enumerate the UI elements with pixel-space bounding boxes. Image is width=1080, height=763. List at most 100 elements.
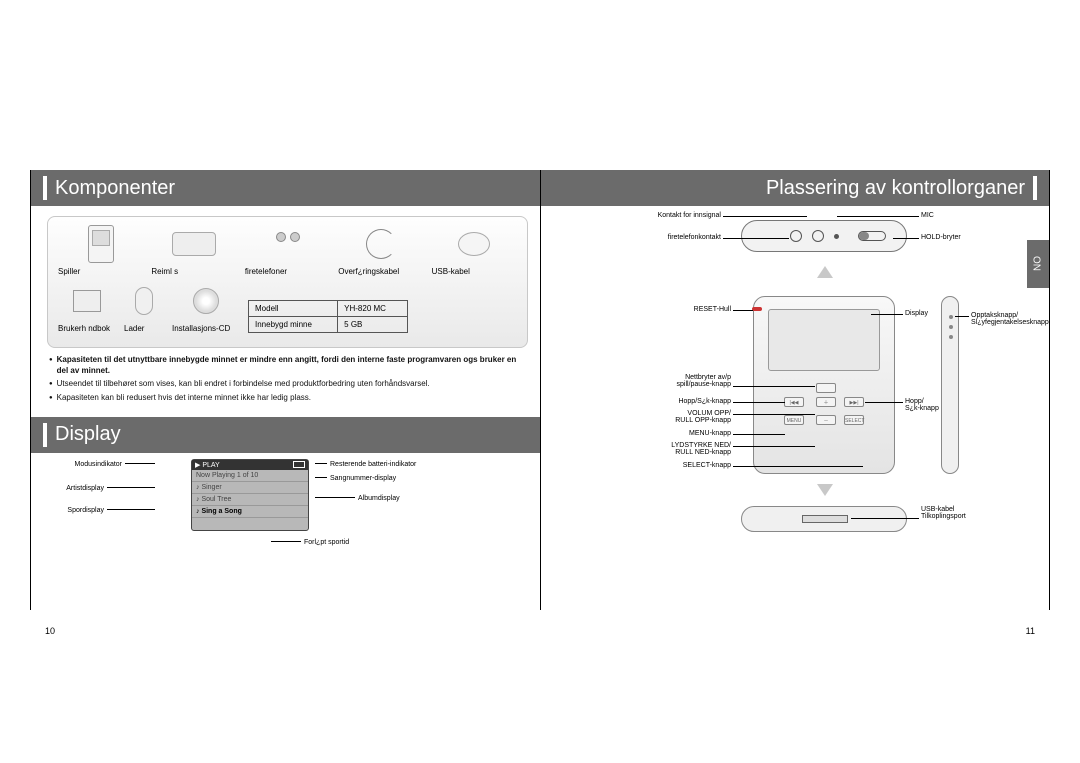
device-screen	[768, 309, 880, 371]
header-accent-bar	[43, 423, 47, 447]
manual-spread: Komponenter Spiller Reiml s firetelefone…	[30, 170, 1050, 610]
callout-elapsed: Forl¿pt sportid	[271, 539, 349, 546]
lcd-album: ♪ Soul Tree	[192, 494, 308, 506]
comp-cd: Installasjons-CD	[172, 282, 240, 333]
controls-diagram: Kontakt for innsignal firetelefonkontakt…	[541, 206, 1049, 566]
arrow-down-icon	[817, 484, 833, 496]
comp-earphones: firetelefoner	[245, 225, 330, 276]
comp-label: USB-kabel	[432, 267, 470, 276]
lead-line	[851, 518, 919, 519]
spec-key: Innebygd minne	[249, 317, 338, 333]
note-item: Kapasiteten kan bli redusert hvis det in…	[49, 392, 522, 403]
device-side-view	[941, 296, 959, 474]
comp-label: Reiml s	[151, 267, 178, 276]
lead-line	[893, 238, 919, 239]
lead-line	[733, 414, 815, 415]
lcd-nowplaying: Now Playing 1 of 10	[192, 470, 308, 482]
lcd-artist: ♪ Singer	[192, 482, 308, 494]
display-body: Modusindikator Artistdisplay Spordisplay…	[31, 453, 540, 553]
hold-switch-icon	[858, 231, 886, 241]
cd-icon	[193, 288, 219, 314]
lead-line	[837, 216, 919, 217]
lcd-mock: ▶ PLAY Now Playing 1 of 10 ♪ Singer ♪ So…	[191, 459, 309, 531]
lead-line	[733, 386, 815, 387]
spec-table: Modell YH-820 MC Innebygd minne 5 GB	[248, 300, 408, 333]
components-row-2: Brukerh ndbok Lader Installasjons-CD Mod…	[58, 282, 517, 333]
components-row-1: Spiller Reiml s firetelefoner Overf¿ring…	[58, 225, 517, 276]
header-accent-bar	[1033, 176, 1037, 200]
vol-up-button-icon: ＋	[816, 397, 836, 407]
lead-line	[723, 216, 807, 217]
left-page: Komponenter Spiller Reiml s firetelefone…	[30, 170, 540, 610]
comp-usb-cable: USB-kabel	[432, 225, 517, 276]
callout-select: SELECT-knapp	[581, 462, 731, 469]
comp-label: firetelefoner	[245, 267, 287, 276]
comp-strap: Reiml s	[151, 225, 236, 276]
arrow-up-icon	[817, 266, 833, 278]
player-icon	[88, 225, 114, 263]
strap-icon	[172, 232, 216, 256]
note-item: Utseendet til tilbehøret som vises, kan …	[49, 378, 522, 389]
lead-line	[733, 402, 785, 403]
callout-power: Nettbryter av/p spill/pause-knapp	[581, 374, 731, 388]
battery-icon	[293, 461, 305, 468]
side-dot-icon	[949, 335, 953, 339]
comp-charger: Lader	[124, 282, 164, 333]
lead-line	[871, 314, 903, 315]
table-row: Modell YH-820 MC	[249, 301, 408, 317]
components-panel: Spiller Reiml s firetelefoner Overf¿ring…	[47, 216, 528, 348]
section-title: Display	[55, 423, 121, 446]
callout-album: Albumdisplay	[315, 495, 400, 502]
spec-val: 5 GB	[338, 317, 408, 333]
callout-battery: Resterende batteri-indikator	[315, 461, 416, 468]
callout-skip-right: Hopp/ S¿k-knapp	[905, 398, 939, 412]
usb-cable-icon	[458, 232, 490, 256]
spec-val: YH-820 MC	[338, 301, 408, 317]
callout-display: Display	[905, 310, 928, 317]
vol-down-button-icon: －	[816, 415, 836, 425]
lead-line	[733, 434, 785, 435]
lead-line	[733, 310, 753, 311]
callout-track: Spordisplay	[45, 507, 155, 514]
earphone-jack-icon	[790, 230, 802, 242]
usb-port-icon	[802, 515, 848, 523]
rec-button-icon	[949, 315, 953, 319]
lead-line	[955, 316, 969, 317]
device-bottom-view	[741, 506, 907, 532]
device-top-view	[741, 220, 907, 252]
skip-right-button-icon: ▶▶|	[844, 397, 864, 407]
callout-vol-up: VOLUM OPP/ RULL OPP-knapp	[581, 410, 731, 424]
select-button-icon: SELECT	[844, 415, 864, 425]
earphones-icon	[272, 228, 304, 260]
charger-icon	[135, 287, 153, 315]
section-header-komponenter: Komponenter	[31, 170, 540, 206]
reset-hole-icon	[752, 307, 762, 311]
note-text: Kapasiteten til det utnyttbare innebygde…	[57, 354, 522, 376]
callout-songnum: Sangnummer-display	[315, 475, 396, 482]
comp-manual: Brukerh ndbok	[58, 282, 116, 333]
note-item: Kapasiteten til det utnyttbare innebygde…	[49, 354, 522, 376]
comp-label: Brukerh ndbok	[58, 324, 110, 333]
power-button-icon	[816, 383, 836, 393]
note-text: Kapasiteten kan bli redusert hvis det in…	[57, 392, 311, 403]
callout-hold: HOLD-bryter	[921, 234, 961, 241]
lcd-mode: ▶ PLAY	[195, 461, 220, 469]
note-text: Utseendet til tilbehøret som vises, kan …	[57, 378, 430, 389]
comp-label: Lader	[124, 324, 144, 333]
notes-block: Kapasiteten til det utnyttbare innebygde…	[31, 354, 540, 413]
comp-label: Spiller	[58, 267, 80, 276]
section-header-display: Display	[31, 417, 540, 453]
lead-line	[733, 446, 815, 447]
callout-earphone-contact: firetelefonkontakt	[581, 234, 721, 241]
page-number-left: 10	[45, 626, 55, 636]
spec-table-wrap: Modell YH-820 MC Innebygd minne 5 GB	[248, 300, 517, 333]
header-accent-bar	[43, 176, 47, 200]
cable-icon	[366, 229, 396, 259]
callout-signal-contact: Kontakt for innsignal	[581, 212, 721, 219]
callout-usb-port: USB-kabel Tilkoplingsport	[921, 506, 966, 520]
callout-mic: MIC	[921, 212, 934, 219]
callout-rec: Opptaksknapp/ Sl¿yfegjentakelsesknapp	[971, 312, 1049, 326]
section-header-controls: Plassering av kontrollorganer	[541, 170, 1049, 206]
lcd-topbar: ▶ PLAY	[192, 460, 308, 470]
callout-mode: Modusindikator	[45, 461, 155, 468]
